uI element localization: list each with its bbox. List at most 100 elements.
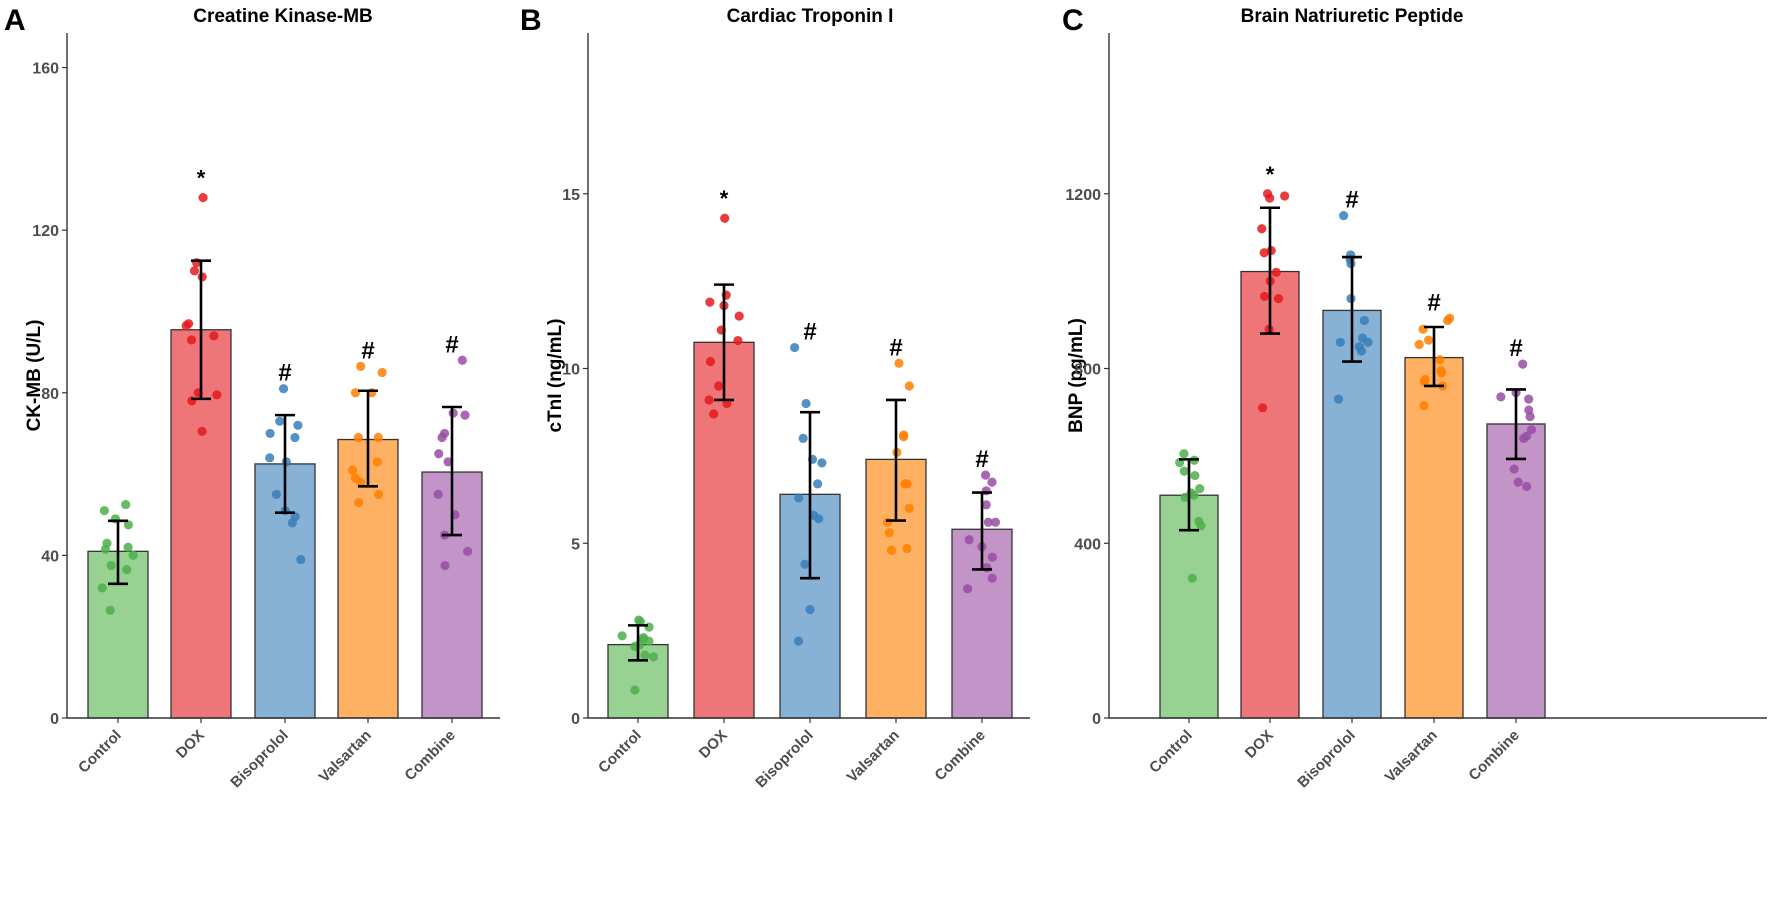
y-axis-label: CK-MB (U/L) <box>24 320 45 432</box>
data-point <box>705 297 715 307</box>
y-tick-label: 400 <box>1074 536 1101 553</box>
data-point <box>189 266 200 276</box>
data-point <box>1265 193 1275 203</box>
data-point <box>209 331 219 341</box>
data-point <box>1524 394 1534 404</box>
data-point <box>1356 346 1367 356</box>
data-point <box>434 449 444 459</box>
x-tick-label: Combine <box>401 727 458 784</box>
data-point <box>347 465 358 475</box>
data-point <box>709 409 719 419</box>
data-point <box>1519 433 1529 444</box>
data-point <box>1257 224 1267 234</box>
data-point <box>1513 477 1523 487</box>
y-axis-label: BNP (pg/mL) <box>1066 318 1087 433</box>
data-point <box>981 500 991 510</box>
data-point <box>457 355 467 365</box>
data-point <box>904 381 914 391</box>
data-point <box>271 489 282 500</box>
significance-marker: # <box>278 360 291 387</box>
x-tick-label: Control <box>1146 727 1196 777</box>
data-point <box>463 546 473 556</box>
x-tick-label: Valsartan <box>316 727 375 786</box>
data-point <box>1257 403 1268 413</box>
chart-title: Brain Natriuretic Peptide <box>1241 6 1464 27</box>
data-point <box>278 384 289 394</box>
data-point <box>1525 411 1535 422</box>
data-point <box>734 311 744 321</box>
error-bar <box>800 410 820 580</box>
x-tick-label: Combine <box>931 727 988 784</box>
data-point <box>99 506 109 516</box>
data-point <box>805 605 815 615</box>
significance-marker: * <box>720 186 729 211</box>
data-point <box>894 358 904 368</box>
data-point <box>1189 490 1199 500</box>
bar-bisoprolol <box>1322 309 1382 719</box>
data-point <box>1335 337 1345 347</box>
data-point <box>128 550 138 560</box>
y-tick-label: 800 <box>1074 362 1101 379</box>
data-point <box>714 381 724 391</box>
error-bar <box>714 283 734 402</box>
y-tick-label: 80 <box>41 386 59 403</box>
data-point <box>1496 392 1506 402</box>
data-point <box>186 335 197 345</box>
error-bar <box>191 259 211 401</box>
significance-marker: # <box>889 334 902 361</box>
data-point <box>987 573 997 583</box>
data-point <box>801 398 811 409</box>
data-point <box>1359 315 1369 326</box>
data-point <box>123 520 134 530</box>
y-axis-label: cTnI (ng/mL) <box>545 319 566 433</box>
error-bar <box>1342 255 1362 363</box>
data-point <box>356 361 366 371</box>
significance-marker: # <box>445 331 458 358</box>
data-point <box>794 493 804 503</box>
y-tick-label: 1200 <box>1065 187 1101 204</box>
bar-valsartan <box>1404 356 1464 719</box>
x-tick-label: Control <box>595 727 645 777</box>
data-point <box>296 554 306 565</box>
x-tick-label: Bisoprolol <box>1294 727 1358 791</box>
data-point <box>617 631 627 641</box>
significance-marker: # <box>1509 335 1522 362</box>
significance-marker: # <box>1345 187 1358 214</box>
error-bar <box>886 398 906 522</box>
x-tick-label: DOX <box>1242 727 1277 762</box>
data-point <box>884 528 894 538</box>
chart-title: Creatine Kinase-MB <box>193 6 373 27</box>
error-bar <box>358 389 378 488</box>
data-point <box>293 420 303 430</box>
data-point <box>1187 573 1197 583</box>
data-point <box>904 503 914 513</box>
significance-marker: # <box>975 446 988 473</box>
data-point <box>372 457 382 467</box>
error-bar <box>108 519 128 586</box>
data-point <box>982 563 992 573</box>
x-tick-label: Combine <box>1465 727 1522 784</box>
x-tick-label: Control <box>75 727 125 777</box>
data-point <box>1419 377 1429 387</box>
data-point <box>440 560 450 571</box>
x-tick-label: DOX <box>696 727 731 762</box>
error-bar <box>1424 325 1444 388</box>
data-point <box>1179 466 1189 476</box>
data-point <box>1419 401 1429 411</box>
data-point <box>1414 339 1424 350</box>
data-point <box>198 193 208 203</box>
data-point <box>373 432 383 443</box>
x-tick-label: Valsartan <box>1382 727 1441 786</box>
data-point <box>1435 355 1445 365</box>
data-point <box>1196 521 1206 531</box>
data-point <box>373 489 384 500</box>
data-point <box>733 335 743 346</box>
data-point <box>350 388 361 398</box>
data-point <box>1259 291 1270 302</box>
data-point <box>1180 492 1190 502</box>
error-bar <box>628 624 648 662</box>
error-bar <box>1179 458 1199 532</box>
x-tick-label: Valsartan <box>844 727 903 786</box>
